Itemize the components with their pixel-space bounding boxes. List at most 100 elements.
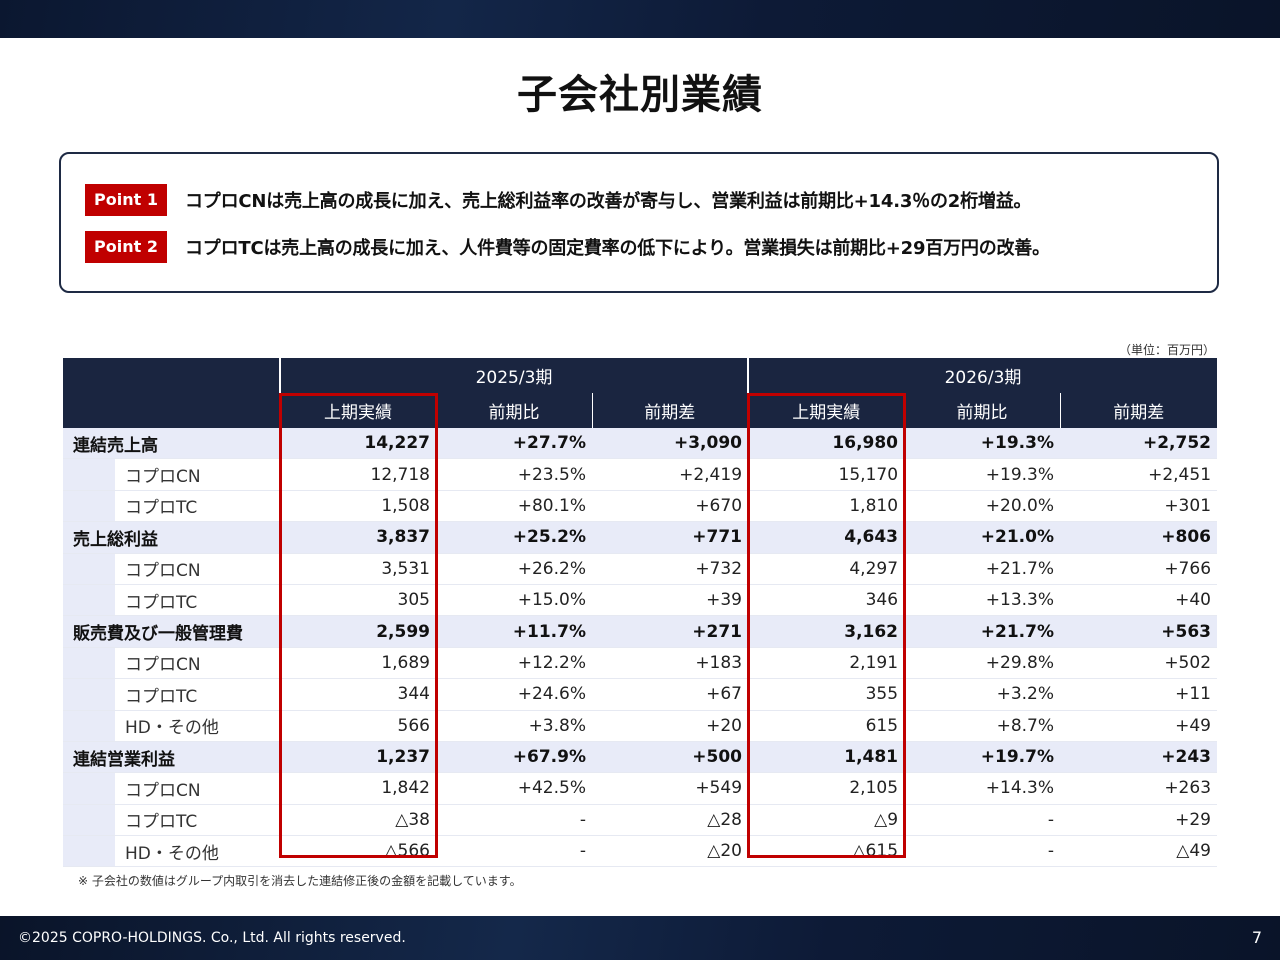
point-badge: Point 2 — [85, 231, 167, 263]
period-header-row: 2025/3期 2026/3期 — [63, 358, 1218, 393]
table-cell: +670 — [592, 490, 749, 523]
top-banner — [0, 0, 1280, 38]
table-cell: 615 — [748, 710, 905, 742]
table-cell: +24.6% — [436, 678, 592, 711]
table-cell: 3,162 — [748, 615, 905, 648]
table-row-sub: コプロTC △38- △28 △9- +29 — [63, 804, 1218, 837]
table-cell: +29 — [1060, 804, 1218, 837]
column-header: 上期実績 — [747, 393, 905, 428]
table-cell: +301 — [1060, 490, 1218, 523]
table-cell: +42.5% — [436, 772, 592, 805]
table-cell: +771 — [592, 521, 749, 554]
table-cell: +19.3% — [904, 458, 1061, 491]
table-row-sub: コプロTC 1,508 +80.1% +670 1,810 +20.0% +301 — [63, 490, 1218, 523]
table-cell: 16,980 — [748, 428, 905, 460]
table-cell: 1,237 — [280, 741, 436, 774]
copyright: ©2025 COPRO-HOLDINGS. Co., Ltd. All righ… — [18, 930, 406, 946]
row-label: HD・その他 — [115, 710, 280, 742]
row-label: コプロTC — [115, 804, 280, 837]
row-indent — [63, 490, 115, 523]
table-cell: 14,227 — [280, 428, 436, 460]
table-cell: +39 — [592, 584, 749, 617]
column-header: 上期実績 — [279, 393, 436, 428]
table-row-sub: HD・その他 566 +3.8% +20 615 +8.7% +49 — [63, 710, 1218, 742]
point-text: コプロTCは売上高の成長に加え、人件費等の固定費率の低下により。営業損失は前期比… — [185, 238, 1050, 259]
row-label: 販売費及び一般管理費 — [63, 615, 280, 648]
table-cell: +732 — [592, 553, 749, 585]
table-cell: +23.5% — [436, 458, 592, 491]
table-row-main: 売上総利益 3,837 +25.2% +771 4,643 +21.0% +806 — [63, 521, 1218, 554]
table-cell: +21.7% — [904, 553, 1061, 585]
table-cell: +183 — [592, 647, 749, 680]
table-cell: +243 — [1060, 741, 1218, 774]
row-indent — [63, 678, 115, 711]
row-indent — [63, 553, 115, 585]
column-header: 前期比 — [435, 393, 592, 428]
table-cell: 566 — [280, 710, 436, 742]
row-label: コプロCN — [115, 772, 280, 805]
table-cell: 355 — [748, 678, 905, 711]
footnote: ※ 子会社の数値はグループ内取引を消去した連結修正後の金額を記載しています。 — [78, 874, 522, 888]
table-cell: +67 — [592, 678, 749, 711]
table-cell: △20 — [592, 835, 749, 868]
table-cell: 2,599 — [280, 615, 436, 648]
row-indent — [63, 584, 115, 617]
table-cell: +2,752 — [1060, 428, 1218, 460]
table-cell: +806 — [1060, 521, 1218, 554]
unit-label: （単位：百万円） — [1118, 343, 1215, 357]
row-indent — [63, 772, 115, 805]
table-cell: 1,810 — [748, 490, 905, 523]
table-row-sub: コプロCN 12,718 +23.5% +2,419 15,170 +19.3% +2,45… — [63, 458, 1218, 491]
row-label: 連結営業利益 — [63, 741, 280, 774]
table-cell: +40 — [1060, 584, 1218, 617]
header-blank — [63, 358, 280, 393]
row-label: コプロCN — [115, 647, 280, 680]
row-indent — [63, 804, 115, 837]
row-label: 連結売上高 — [63, 428, 280, 460]
table-cell: 1,689 — [280, 647, 436, 680]
table-cell: △615 — [748, 835, 905, 868]
table-cell: +12.2% — [436, 647, 592, 680]
period-header: 2026/3期 — [747, 358, 1218, 393]
table-cell: +19.3% — [904, 428, 1061, 460]
table-cell: +20 — [592, 710, 749, 742]
row-label: HD・その他 — [115, 835, 280, 868]
table-cell: 2,105 — [748, 772, 905, 805]
table-cell: △49 — [1060, 835, 1218, 868]
table-row-sub: コプロCN 1,689 +12.2% +183 2,191 +29.8% +502 — [63, 647, 1218, 680]
table-cell: 15,170 — [748, 458, 905, 491]
table-cell: 344 — [280, 678, 436, 711]
table-cell: - — [904, 804, 1061, 837]
table-row-sub: HD・その他 △566- △20 △615- △49 — [63, 835, 1218, 868]
column-header: 前期比 — [903, 393, 1061, 428]
table-cell: +25.2% — [436, 521, 592, 554]
points-box: Point 1 コプロCNは売上高の成長に加え、売上総利益率の改善が寄与し、営業… — [59, 152, 1219, 293]
header-blank — [115, 393, 280, 428]
table-cell: +11.7% — [436, 615, 592, 648]
table-cell: +11 — [1060, 678, 1218, 711]
table-cell: +271 — [592, 615, 749, 648]
period-header: 2025/3期 — [278, 358, 749, 393]
table-cell: +3.2% — [904, 678, 1061, 711]
table-row-main: 販売費及び一般管理費 2,599 +11.7% +271 3,162 +21.7% +563 — [63, 615, 1218, 648]
table-cell: +20.0% — [904, 490, 1061, 523]
table-cell: +21.7% — [904, 615, 1061, 648]
table-cell: - — [436, 804, 592, 837]
footer-bar: ©2025 COPRO-HOLDINGS. Co., Ltd. All righ… — [0, 916, 1280, 960]
table-cell: 2,191 — [748, 647, 905, 680]
table-cell: +500 — [592, 741, 749, 774]
table-cell: +15.0% — [436, 584, 592, 617]
table-cell: +2,419 — [592, 458, 749, 491]
table-cell: +49 — [1060, 710, 1218, 742]
table-cell: △9 — [748, 804, 905, 837]
row-indent — [63, 710, 115, 742]
row-indent — [63, 458, 115, 491]
table-cell: 12,718 — [280, 458, 436, 491]
table-cell: 1,481 — [748, 741, 905, 774]
table-cell: +263 — [1060, 772, 1218, 805]
table-cell: +67.9% — [436, 741, 592, 774]
table-cell: +3.8% — [436, 710, 592, 742]
table-cell: +13.3% — [904, 584, 1061, 617]
table-cell: +549 — [592, 772, 749, 805]
table-cell: 3,837 — [280, 521, 436, 554]
